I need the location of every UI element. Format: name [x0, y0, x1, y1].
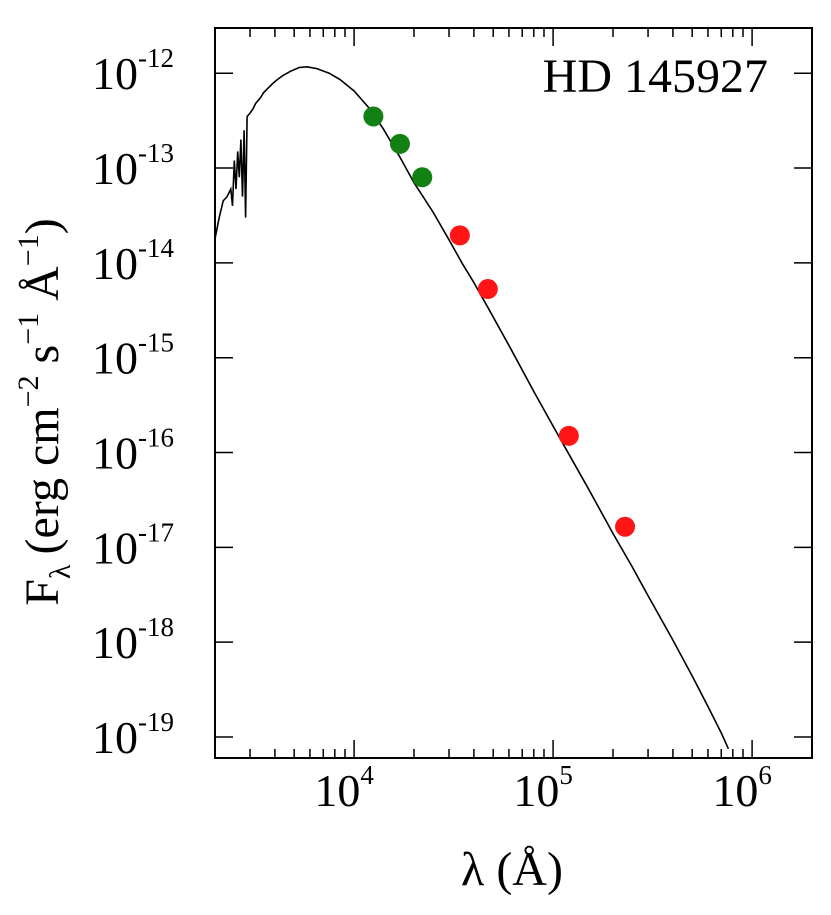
plot-points: [363, 106, 636, 537]
data-point: [449, 225, 470, 246]
y-tick-label: 10-19: [92, 707, 174, 763]
y-ticks: 10-12 10-13 10-14 10-15 10-16 10-17 10-18 10-19: [92, 43, 812, 763]
y-tick-label: 10-17: [92, 517, 174, 573]
x-axis-label: λ (Å): [461, 843, 563, 896]
y-axis-label-close: ): [16, 218, 69, 234]
data-point: [558, 425, 579, 446]
data-point: [477, 279, 498, 300]
x-tick-label: 106: [712, 760, 772, 816]
y-tick-label: 10-16: [92, 423, 174, 479]
data-point: [389, 133, 410, 154]
y-tick-label: 10-14: [92, 233, 174, 289]
data-point: [412, 167, 433, 188]
y-axis-label-exp3: −1: [12, 234, 45, 266]
x-tick-label: 105: [513, 760, 573, 816]
y-axis-label-exp1: −2: [12, 375, 45, 407]
model-sed-line: [214, 65, 730, 750]
plot-lines: [214, 65, 730, 750]
plot-frame: [214, 27, 813, 759]
x-tick-label: 104: [314, 760, 374, 816]
y-tick-label: 10-18: [92, 612, 174, 668]
y-tick-label: 10-13: [92, 138, 174, 194]
y-axis-label-f: F: [16, 579, 69, 606]
chart-title: HD 145927: [543, 50, 768, 103]
y-axis-label-s: s: [16, 345, 69, 376]
x-ticks: 104 105 106: [214, 28, 813, 816]
y-axis-label: Fλ(erg cm−2 s−1 Å−1): [12, 218, 77, 605]
y-axis-label-sub: λ: [44, 564, 77, 579]
y-axis-label-angstrom: Å: [16, 266, 69, 313]
y-tick-label: 10-15: [92, 328, 174, 384]
y-tick-label: 10-12: [92, 43, 174, 99]
plot-border: [214, 27, 813, 759]
data-point: [363, 106, 384, 127]
data-point: [615, 516, 636, 537]
y-axis-label-units: (erg cm: [16, 407, 69, 554]
y-axis-label-exp2: −1: [12, 313, 45, 345]
